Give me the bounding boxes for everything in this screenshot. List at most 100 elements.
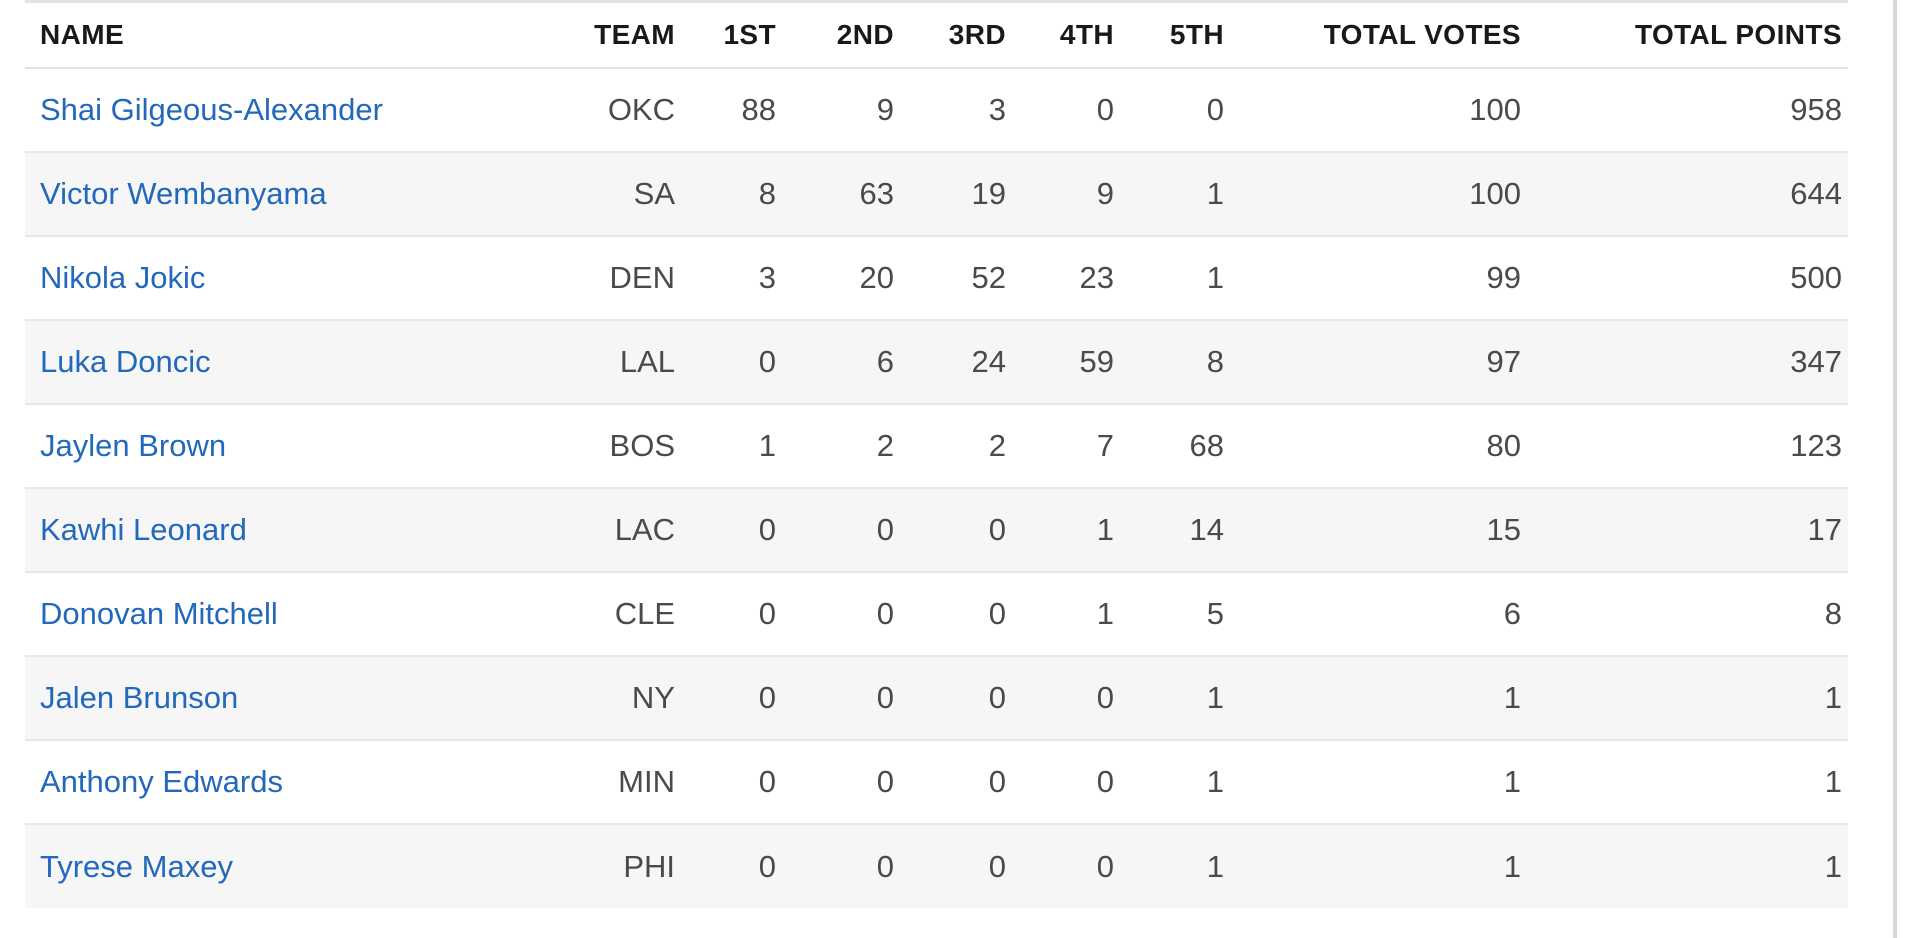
team-cell: CLE: [614, 596, 675, 631]
team-cell: BOS: [609, 428, 675, 463]
column-header-1st: 1ST: [675, 0, 776, 69]
fifth-place-votes-cell: 8: [1206, 344, 1224, 379]
total-votes-cell: 99: [1486, 260, 1521, 295]
second-place-votes-cell: 6: [876, 344, 894, 379]
third-place-votes-cell: 0: [988, 512, 1006, 547]
table-row: Anthony Edwards MIN 0 0 0 0 1 1 1: [25, 740, 1848, 824]
table-row: Victor Wembanyama SA 8 63 19 9 1 100 644: [25, 152, 1848, 236]
third-place-votes-cell: 19: [971, 176, 1006, 211]
column-header-total-votes: TOTAL VOTES: [1224, 0, 1521, 69]
first-place-votes-cell: 0: [758, 344, 776, 379]
fifth-place-votes-cell: 1: [1206, 764, 1224, 799]
total-points-cell: 500: [1790, 260, 1842, 295]
player-link[interactable]: Nikola Jokic: [40, 260, 206, 295]
fourth-place-votes-cell: 1: [1096, 512, 1114, 547]
second-place-votes-cell: 0: [876, 848, 894, 884]
team-cell: LAC: [614, 512, 675, 547]
first-place-votes-cell: 0: [758, 596, 776, 631]
second-place-votes-cell: 0: [876, 596, 894, 631]
second-place-votes-cell: 9: [876, 92, 894, 127]
player-link[interactable]: Donovan Mitchell: [40, 596, 278, 631]
player-name-cell: Nikola Jokic: [25, 236, 560, 320]
second-place-votes-cell: 0: [876, 512, 894, 547]
total-votes-cell: 1: [1503, 764, 1521, 799]
second-place-votes-cell: 0: [876, 680, 894, 715]
vertical-scrollbar[interactable]: [1893, 0, 1897, 938]
third-place-votes-cell: 0: [988, 764, 1006, 799]
fourth-place-votes-cell: 0: [1096, 764, 1114, 799]
second-place-votes-cell: 2: [876, 428, 894, 463]
third-place-votes-cell: 0: [988, 848, 1006, 884]
table-row: Luka Doncic LAL 0 6 24 59 8 97 347: [25, 320, 1848, 404]
column-header-5th: 5TH: [1114, 0, 1224, 69]
player-link[interactable]: Jaylen Brown: [40, 428, 227, 463]
fifth-place-votes-cell: 5: [1206, 596, 1224, 631]
column-header-3rd: 3RD: [894, 0, 1006, 69]
column-header-name: NAME: [25, 0, 560, 69]
player-link[interactable]: Kawhi Leonard: [40, 512, 247, 547]
total-votes-cell: 15: [1486, 512, 1521, 547]
total-points-cell: 958: [1790, 92, 1842, 127]
fifth-place-votes-cell: 0: [1206, 92, 1224, 127]
player-name-cell: Luka Doncic: [25, 320, 560, 404]
team-cell: NY: [631, 680, 675, 715]
first-place-votes-cell: 0: [758, 764, 776, 799]
player-link[interactable]: Luka Doncic: [40, 344, 211, 379]
table-row: Jalen Brunson NY 0 0 0 0 1 1 1: [25, 656, 1848, 740]
fourth-place-votes-cell: 0: [1096, 680, 1114, 715]
first-place-votes-cell: 8: [758, 176, 776, 211]
total-points-cell: 1: [1824, 848, 1842, 884]
fourth-place-votes-cell: 23: [1079, 260, 1114, 295]
second-place-votes-cell: 63: [859, 176, 894, 211]
total-votes-cell: 1: [1503, 680, 1521, 715]
player-name-cell: Shai Gilgeous-Alexander: [25, 68, 560, 152]
first-place-votes-cell: 3: [758, 260, 776, 295]
fifth-place-votes-cell: 1: [1206, 176, 1224, 211]
total-points-cell: 8: [1824, 596, 1842, 631]
total-votes-cell: 100: [1469, 92, 1521, 127]
column-header-total-points: TOTAL POINTS: [1521, 0, 1848, 69]
team-cell: OKC: [607, 92, 675, 127]
team-cell: SA: [633, 176, 675, 211]
mvp-voting-table: NAME TEAM 1ST 2ND 3RD 4TH 5TH TOTAL VOTE…: [25, 0, 1848, 908]
total-points-cell: 347: [1790, 344, 1842, 379]
player-link[interactable]: Victor Wembanyama: [40, 176, 327, 211]
player-name-cell: Donovan Mitchell: [25, 572, 560, 656]
third-place-votes-cell: 3: [988, 92, 1006, 127]
team-cell: MIN: [618, 764, 675, 799]
total-votes-cell: 100: [1469, 176, 1521, 211]
player-link[interactable]: Anthony Edwards: [40, 764, 283, 799]
total-points-cell: 1: [1824, 680, 1842, 715]
total-votes-cell: 80: [1486, 428, 1521, 463]
third-place-votes-cell: 0: [988, 596, 1006, 631]
fourth-place-votes-cell: 59: [1079, 344, 1114, 379]
third-place-votes-cell: 0: [988, 680, 1006, 715]
team-cell: PHI: [623, 848, 675, 884]
third-place-votes-cell: 52: [971, 260, 1006, 295]
table-header-row: NAME TEAM 1ST 2ND 3RD 4TH 5TH TOTAL VOTE…: [25, 0, 1848, 69]
team-cell: LAL: [619, 344, 675, 379]
mvp-voting-table-container: NAME TEAM 1ST 2ND 3RD 4TH 5TH TOTAL VOTE…: [25, 0, 1848, 908]
table-row: Kawhi Leonard LAC 0 0 0 1 14 15 17: [25, 488, 1848, 572]
fifth-place-votes-cell: 1: [1206, 260, 1224, 295]
fourth-place-votes-cell: 1: [1096, 596, 1114, 631]
player-link[interactable]: Tyrese Maxey: [40, 848, 233, 884]
first-place-votes-cell: 1: [758, 428, 776, 463]
player-name-cell: Victor Wembanyama: [25, 152, 560, 236]
column-header-team: TEAM: [560, 0, 675, 69]
total-points-cell: 1: [1824, 764, 1842, 799]
first-place-votes-cell: 0: [758, 512, 776, 547]
total-points-cell: 123: [1790, 428, 1842, 463]
total-points-cell: 17: [1807, 512, 1842, 547]
fourth-place-votes-cell: 7: [1096, 428, 1114, 463]
fifth-place-votes-cell: 14: [1189, 512, 1224, 547]
first-place-votes-cell: 88: [741, 92, 776, 127]
table-row: Nikola Jokic DEN 3 20 52 23 1 99 500: [25, 236, 1848, 320]
fifth-place-votes-cell: 68: [1189, 428, 1224, 463]
player-link[interactable]: Jalen Brunson: [40, 680, 239, 715]
table-row: Tyrese Maxey PHI 0 0 0 0 1 1 1: [25, 824, 1848, 908]
player-name-cell: Jalen Brunson: [25, 656, 560, 740]
player-link[interactable]: Shai Gilgeous-Alexander: [40, 92, 383, 127]
fourth-place-votes-cell: 9: [1096, 176, 1114, 211]
fifth-place-votes-cell: 1: [1206, 680, 1224, 715]
